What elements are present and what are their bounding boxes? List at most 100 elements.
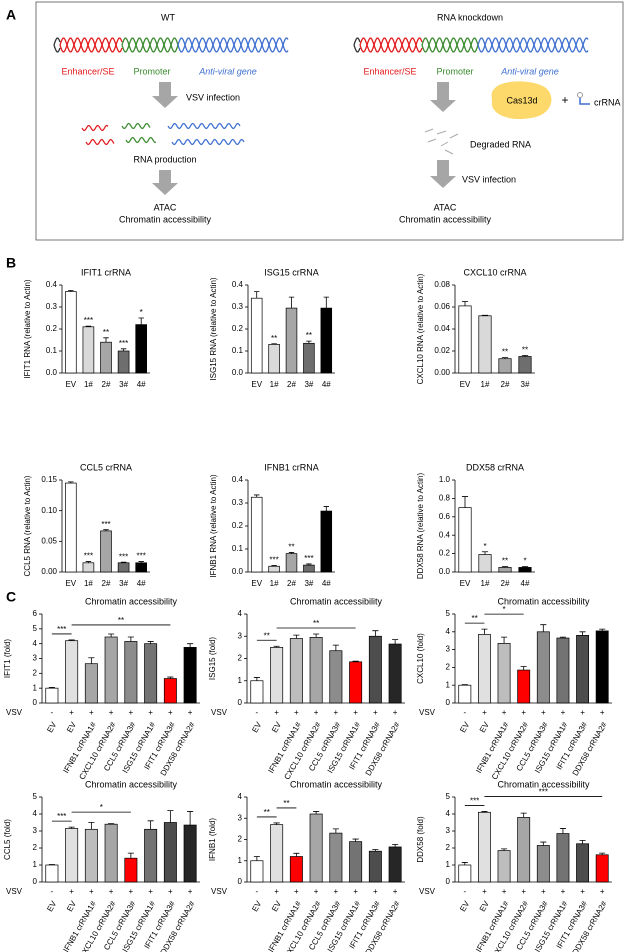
vsv-sign: + bbox=[393, 887, 398, 896]
error-bar bbox=[579, 631, 586, 636]
error-bar bbox=[306, 563, 312, 566]
dna-strand bbox=[53, 37, 61, 46]
x-tick-label: 2# bbox=[287, 579, 296, 588]
bar bbox=[104, 636, 118, 704]
significance-label: *** bbox=[539, 788, 548, 797]
error-bar bbox=[138, 561, 144, 563]
significance-label: * bbox=[503, 605, 506, 614]
error-bar bbox=[273, 645, 280, 648]
y-tick-label: 0.04 bbox=[434, 324, 450, 333]
significance-label: ** bbox=[306, 331, 312, 340]
y-tick-label: 4 bbox=[33, 809, 38, 818]
vsv-sign: + bbox=[353, 708, 358, 717]
bar bbox=[388, 643, 402, 704]
vsv-sign: + bbox=[561, 887, 566, 896]
y-axis-label: IFNB1 (fold) bbox=[208, 818, 217, 861]
bar bbox=[556, 637, 570, 704]
gene-label: Anti-viral gene bbox=[500, 66, 559, 76]
y-axis-label: ISG15 (fold) bbox=[208, 637, 217, 680]
promoter-label: Promoter bbox=[133, 66, 170, 76]
error-bar bbox=[127, 636, 134, 642]
bar bbox=[576, 635, 589, 704]
bar bbox=[124, 641, 138, 704]
bar bbox=[144, 643, 158, 704]
bar bbox=[349, 841, 363, 883]
x-tick-label: 3# bbox=[521, 380, 530, 389]
dna-strand bbox=[477, 37, 589, 53]
error-bar bbox=[352, 838, 359, 842]
vsv-sign: + bbox=[69, 708, 74, 717]
error-bar bbox=[293, 634, 300, 639]
x-tick-label: 3# bbox=[119, 579, 128, 588]
bar bbox=[309, 637, 323, 704]
significance-label: *** bbox=[137, 552, 146, 561]
error-bar bbox=[48, 687, 55, 689]
step-label: VSV infection bbox=[462, 174, 516, 184]
y-axis-label: IFIT1 RNA (relative to Actin) bbox=[23, 279, 32, 378]
vsv-sign: + bbox=[168, 708, 173, 717]
bar bbox=[124, 857, 138, 883]
y-tick-label: 5 bbox=[446, 609, 451, 618]
panel-label: B bbox=[6, 255, 16, 271]
error-bar bbox=[167, 676, 174, 679]
bar bbox=[270, 824, 284, 883]
vsv-label: VSV bbox=[6, 887, 23, 896]
y-tick-label: 3 bbox=[238, 631, 243, 640]
error-bar bbox=[313, 633, 320, 638]
vsv-sign: + bbox=[334, 708, 339, 717]
y-tick-label: 0 bbox=[238, 698, 243, 707]
bar bbox=[320, 307, 333, 374]
y-tick-label: 4 bbox=[238, 609, 243, 618]
x-tick-label: 2# bbox=[501, 380, 510, 389]
y-tick-label: 1 bbox=[238, 856, 243, 865]
error-bar bbox=[88, 657, 95, 664]
vsv-sign: + bbox=[334, 887, 339, 896]
bar bbox=[478, 811, 491, 883]
bar bbox=[183, 824, 197, 883]
error-bar bbox=[254, 291, 260, 299]
step-label: VSV infection bbox=[186, 92, 240, 102]
x-tick-label: 1# bbox=[270, 380, 279, 389]
error-bar bbox=[481, 811, 488, 813]
significance-label: *** bbox=[269, 556, 278, 565]
error-bar bbox=[254, 494, 260, 498]
bar bbox=[517, 669, 531, 704]
bar bbox=[82, 326, 95, 374]
error-bar bbox=[501, 357, 509, 359]
error-bar bbox=[120, 561, 127, 563]
vsv-sign: + bbox=[580, 708, 585, 717]
error-bar bbox=[323, 296, 329, 309]
vsv-sign: + bbox=[541, 887, 546, 896]
y-tick-label: 2 bbox=[238, 654, 243, 663]
bar bbox=[65, 640, 79, 704]
y-axis-label: DDX58 RNA (relative to Actin) bbox=[416, 473, 425, 580]
error-bar bbox=[187, 811, 194, 826]
significance-label: ** bbox=[502, 348, 508, 357]
vsv-sign: + bbox=[393, 708, 398, 717]
y-tick-label: 1 bbox=[238, 676, 243, 685]
bar bbox=[303, 564, 315, 573]
y-tick-label: 0.10 bbox=[41, 506, 57, 515]
vsv-sign: + bbox=[541, 708, 546, 717]
bar bbox=[183, 647, 197, 704]
x-tick-label: EV bbox=[65, 380, 76, 389]
y-tick-label: 1 bbox=[446, 860, 451, 869]
assay-label: ATAC bbox=[434, 202, 457, 212]
bar bbox=[65, 828, 79, 883]
x-tick-label: EV bbox=[270, 720, 283, 734]
vsv-label: VSV bbox=[419, 708, 436, 717]
significance-label: ** bbox=[118, 616, 124, 625]
rna-transcript bbox=[125, 136, 157, 144]
error-bar bbox=[85, 561, 92, 563]
y-tick-label: 4 bbox=[446, 627, 451, 636]
vsv-sign: + bbox=[294, 887, 299, 896]
bar bbox=[309, 813, 323, 883]
x-tick-label: 4# bbox=[521, 579, 530, 588]
significance-label: * bbox=[483, 542, 486, 551]
panel-label: C bbox=[6, 589, 16, 605]
bar bbox=[250, 496, 263, 573]
error-bar bbox=[167, 810, 174, 823]
x-tick-label: EV bbox=[45, 899, 58, 913]
y-tick-label: 0.0 bbox=[232, 368, 244, 377]
rna-transcript bbox=[81, 124, 109, 132]
